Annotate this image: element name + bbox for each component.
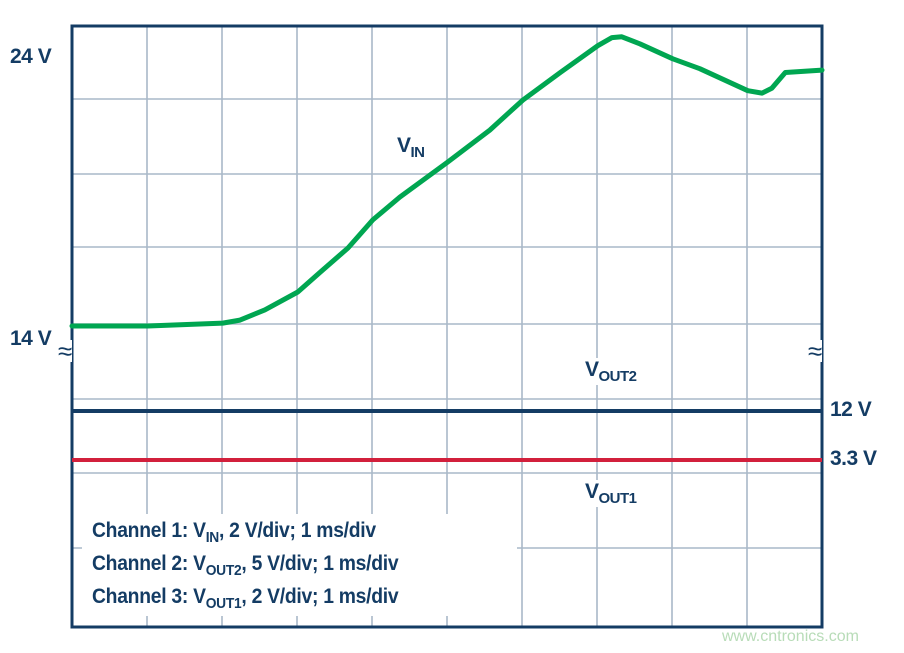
series-label-main: V bbox=[585, 480, 599, 503]
axis-break-right-icon: ≈ bbox=[808, 336, 822, 366]
vin-trace bbox=[69, 34, 825, 329]
legend-text: , 5 V/div; 1 ms/div bbox=[241, 552, 399, 575]
legend-channel-2: Channel 2: VOUT2, 5 V/div; 1 ms/div bbox=[92, 552, 399, 579]
legend-text: Channel 2: V bbox=[92, 552, 206, 575]
vout1-level-label: 3.3 V bbox=[830, 447, 877, 470]
series-label-vout2: VOUT2 bbox=[585, 358, 637, 385]
series-label-sub: IN bbox=[410, 144, 426, 161]
series-label-vout1: VOUT1 bbox=[585, 480, 637, 507]
series-label-vin: VIN bbox=[397, 134, 425, 161]
channel-settings-legend: Channel 1: VIN, 2 V/div; 1 ms/div Channe… bbox=[82, 514, 517, 616]
axis-break-left-icon: ≈ bbox=[58, 336, 72, 366]
legend-text: , 2 V/div; 1 ms/div bbox=[241, 585, 399, 608]
vout2-level-label: 12 V bbox=[830, 398, 872, 421]
legend-text: Channel 3: V bbox=[92, 585, 206, 608]
series-label-sub: OUT2 bbox=[598, 368, 638, 385]
series-label-sub: OUT1 bbox=[598, 490, 638, 507]
legend-text: , 2 V/div; 1 ms/div bbox=[218, 519, 376, 542]
legend-sub: IN bbox=[205, 529, 220, 546]
legend-text: Channel 1: V bbox=[92, 519, 206, 542]
y-tick-label-14v: 14 V bbox=[10, 327, 52, 350]
legend-channel-3: Channel 3: VOUT1, 2 V/div; 1 ms/div bbox=[92, 585, 399, 612]
y-tick-label-24v: 24 V bbox=[10, 45, 52, 68]
legend-sub: OUT2 bbox=[205, 562, 242, 579]
series-label-main: V bbox=[397, 134, 411, 157]
watermark: www.cntronics.com bbox=[722, 628, 859, 645]
legend-channel-1: Channel 1: VIN, 2 V/div; 1 ms/div bbox=[92, 519, 376, 546]
series-label-main: V bbox=[585, 358, 599, 381]
legend-sub: OUT1 bbox=[205, 595, 242, 612]
